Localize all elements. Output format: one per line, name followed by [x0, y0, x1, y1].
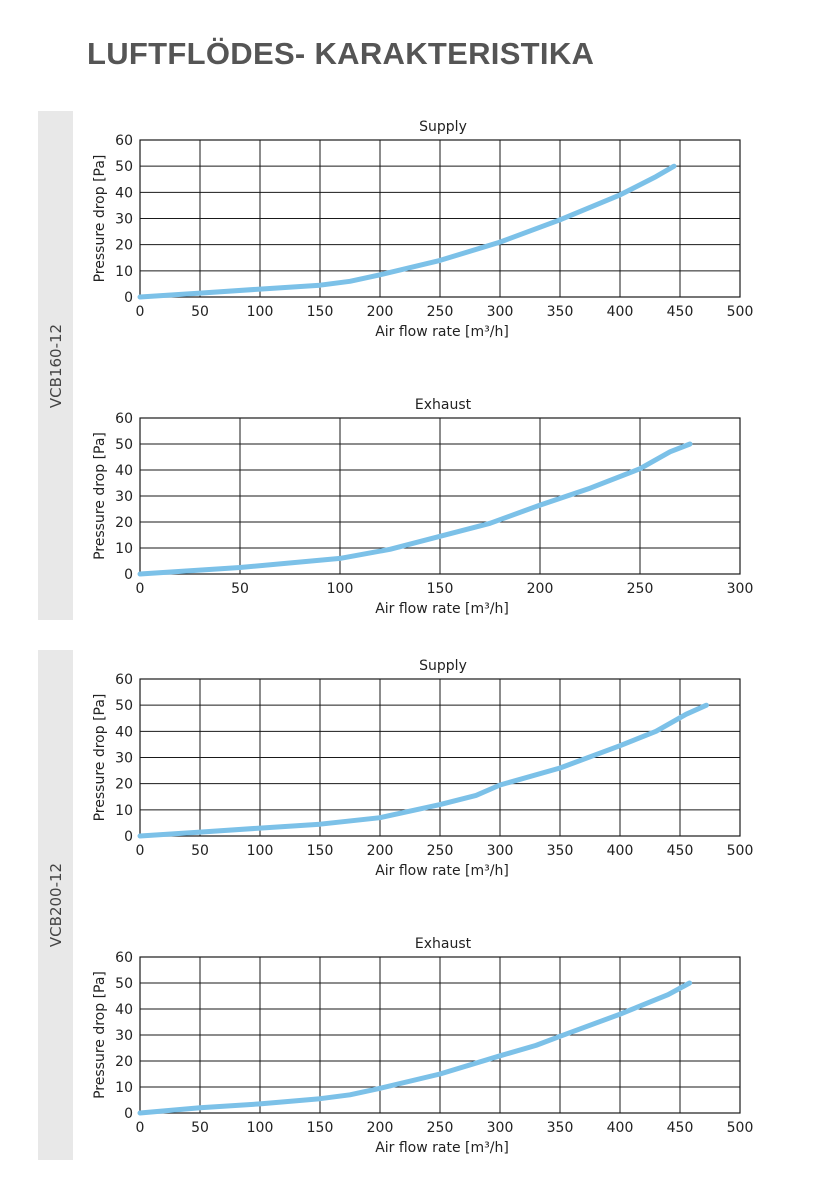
chart-1-y-axis-label: Pressure drop [Pa] [92, 155, 108, 283]
chart-2-x-tick-label: 0 [136, 581, 145, 597]
chart-4-y-axis-label: Pressure drop [Pa] [92, 971, 108, 1099]
chart-1-x-tick-label: 150 [307, 304, 334, 320]
chart-4-y-tick-label: 20 [115, 1054, 133, 1070]
chart-2-x-tick-label: 150 [427, 581, 454, 597]
chart-1-title: Supply [419, 119, 467, 135]
chart-1-y-tick-label: 50 [115, 159, 133, 175]
chart-2-x-tick-label: 300 [727, 581, 754, 597]
chart-3-y-tick-label: 60 [115, 672, 133, 688]
chart-1-x-tick-label: 450 [667, 304, 694, 320]
chart-3-x-axis-label: Air flow rate [m³/h] [375, 863, 509, 879]
chart-3-x-tick-label: 50 [191, 843, 209, 859]
chart-4-x-tick-label: 450 [667, 1120, 694, 1136]
page-title: LUFTFLÖDES- KARAKTERISTIKA [87, 36, 595, 71]
chart-4-x-tick-label: 0 [136, 1120, 145, 1136]
chart-4-y-tick-label: 60 [115, 950, 133, 966]
chart-4-x-tick-label: 350 [547, 1120, 574, 1136]
chart-3-x-tick-label: 100 [247, 843, 274, 859]
chart-4-x-tick-label: 300 [487, 1120, 514, 1136]
chart-1-x-tick-label: 300 [487, 304, 514, 320]
chart-3-x-tick-label: 250 [427, 843, 454, 859]
chart-4-series-line [137, 980, 693, 1116]
chart-2-frame [139, 417, 741, 575]
chart-4-x-tick-label: 500 [727, 1120, 754, 1136]
chart-1-x-tick-label: 350 [547, 304, 574, 320]
chart-2-y-tick-label: 50 [115, 437, 133, 453]
chart-1-y-tick-label: 40 [115, 185, 133, 201]
chart-1-y-tick-label: 0 [124, 290, 133, 306]
chart-2-x-tick-label: 100 [327, 581, 354, 597]
chart-3-y-axis-label: Pressure drop [Pa] [92, 694, 108, 822]
chart-4-x-tick-label: 200 [367, 1120, 394, 1136]
chart-2-x-tick-label: 200 [527, 581, 554, 597]
chart-1-y-tick-label: 60 [115, 133, 133, 149]
chart-4-y-tick-label: 10 [115, 1080, 133, 1096]
chart-3-x-tick-label: 350 [547, 843, 574, 859]
chart-3-y-tick-label: 50 [115, 698, 133, 714]
chart-1-x-tick-label: 500 [727, 304, 754, 320]
chart-4-y-tick-label: 50 [115, 976, 133, 992]
chart-2-series-line [137, 441, 693, 577]
chart-1-x-tick-label: 50 [191, 304, 209, 320]
model-band-vcb200: VCB200-12 [38, 650, 73, 1160]
chart-3-frame [139, 678, 741, 837]
chart-4-x-tick-label: 50 [191, 1120, 209, 1136]
chart-3-x-tick-label: 200 [367, 843, 394, 859]
chart-1-y-tick-label: 20 [115, 238, 133, 254]
chart-3-x-tick-label: 300 [487, 843, 514, 859]
chart-4-x-tick-label: 400 [607, 1120, 634, 1136]
chart-1-x-axis-label: Air flow rate [m³/h] [375, 324, 509, 340]
chart-1-y-tick-label: 10 [115, 264, 133, 280]
chart-3-y-tick-label: 0 [124, 829, 133, 845]
chart-1-x-tick-label: 0 [136, 304, 145, 320]
chart-4-y-tick-label: 30 [115, 1028, 133, 1044]
chart-2-title: Exhaust [415, 397, 472, 413]
chart-4-y-tick-label: 0 [124, 1106, 133, 1122]
chart-3-x-tick-label: 500 [727, 843, 754, 859]
chart-2-x-axis-label: Air flow rate [m³/h] [375, 601, 509, 617]
model-band-vcb160: VCB160-12 [38, 111, 73, 620]
chart-4-x-tick-label: 150 [307, 1120, 334, 1136]
chart-4-title: Exhaust [415, 936, 472, 952]
chart-3-x-tick-label: 0 [136, 843, 145, 859]
chart-2-y-axis-label: Pressure drop [Pa] [92, 432, 108, 560]
chart-2-x-tick-label: 50 [231, 581, 249, 597]
chart-1-x-tick-label: 400 [607, 304, 634, 320]
chart-2-x-tick-label: 250 [627, 581, 654, 597]
chart-1-x-tick-label: 200 [367, 304, 394, 320]
chart-3-y-tick-label: 20 [115, 777, 133, 793]
chart-3-x-tick-label: 150 [307, 843, 334, 859]
chart-3-x-tick-label: 400 [607, 843, 634, 859]
chart-1-x-tick-label: 100 [247, 304, 274, 320]
chart-3-x-tick-label: 450 [667, 843, 694, 859]
chart-3-y-tick-label: 10 [115, 803, 133, 819]
chart-2-y-tick-label: 0 [124, 567, 133, 583]
chart-3-series-line [137, 702, 709, 839]
chart-2-y-tick-label: 10 [115, 541, 133, 557]
chart-4-x-tick-label: 250 [427, 1120, 454, 1136]
chart-1-x-tick-label: 250 [427, 304, 454, 320]
chart-2-y-tick-label: 20 [115, 515, 133, 531]
chart-3-title: Supply [419, 658, 467, 674]
chart-2-y-tick-label: 30 [115, 489, 133, 505]
chart-1-y-tick-label: 30 [115, 212, 133, 228]
chart-1-series-line [137, 163, 677, 300]
chart-4-y-tick-label: 40 [115, 1002, 133, 1018]
chart-2-y-tick-label: 60 [115, 411, 133, 427]
chart-2-y-tick-label: 40 [115, 463, 133, 479]
chart-1-frame [139, 139, 741, 298]
chart-4-x-axis-label: Air flow rate [m³/h] [375, 1140, 509, 1156]
chart-3-y-tick-label: 30 [115, 751, 133, 767]
chart-4-frame [139, 956, 741, 1114]
chart-4-x-tick-label: 100 [247, 1120, 274, 1136]
chart-3-y-tick-label: 40 [115, 724, 133, 740]
